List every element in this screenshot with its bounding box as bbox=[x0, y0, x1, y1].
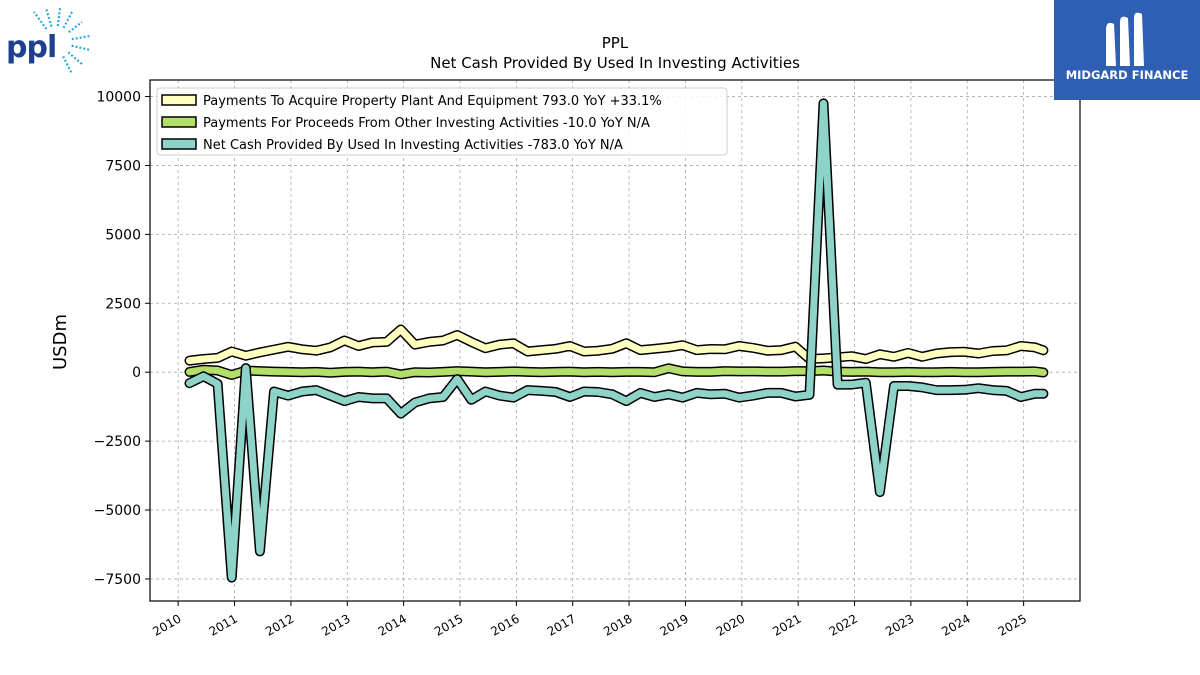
publisher-name: MIDGARD FINANCE bbox=[1065, 68, 1189, 82]
legend-label: Payments To Acquire Property Plant And E… bbox=[203, 94, 662, 109]
series-1 bbox=[184, 363, 1049, 380]
x-tick-label: 2014 bbox=[376, 611, 409, 638]
series-line bbox=[186, 99, 1047, 582]
x-tick-label: 2015 bbox=[432, 611, 465, 638]
x-tick-label: 2024 bbox=[939, 611, 972, 638]
y-tick-label: 0 bbox=[132, 365, 141, 381]
chart-subtitle: Net Cash Provided By Used In Investing A… bbox=[430, 54, 800, 72]
x-tick-label: 2019 bbox=[658, 611, 691, 638]
plot-frame bbox=[149, 79, 1081, 602]
series-0 bbox=[184, 324, 1049, 366]
grid-lines bbox=[150, 80, 1080, 601]
series-line-outline bbox=[184, 98, 1049, 583]
x-tick-label: 2011 bbox=[207, 611, 240, 638]
x-tick-label: 2012 bbox=[263, 611, 296, 638]
legend-swatch bbox=[161, 138, 197, 150]
y-tick-label: −5000 bbox=[94, 503, 141, 519]
y-axis-label: USDm bbox=[50, 314, 71, 370]
y-tick-label: −2500 bbox=[94, 434, 141, 450]
series-2 bbox=[184, 98, 1049, 583]
series-line bbox=[186, 326, 1047, 365]
x-tick-label: 2023 bbox=[883, 611, 916, 638]
series-line bbox=[186, 364, 1047, 379]
x-tick-label: 2020 bbox=[714, 611, 747, 638]
chart-title: PPL bbox=[602, 34, 629, 52]
x-tick-label: 2025 bbox=[996, 611, 1029, 638]
x-tick-label: 2022 bbox=[827, 611, 860, 638]
x-tick-label: 2013 bbox=[319, 611, 352, 638]
midgard-mark-icon bbox=[1106, 12, 1144, 67]
y-tick-label: 7500 bbox=[105, 158, 141, 174]
x-tick-label: 2021 bbox=[770, 611, 803, 638]
x-tick-label: 2017 bbox=[545, 611, 578, 638]
y-tick-label: 10000 bbox=[96, 90, 141, 106]
y-tick-label: 2500 bbox=[105, 296, 141, 312]
sunburst-icon bbox=[33, 7, 91, 75]
midgard-finance-logo: MIDGARD FINANCE bbox=[1054, 0, 1200, 100]
x-tick-label: 2010 bbox=[150, 611, 183, 638]
ppl-logo: ppl bbox=[4, 6, 96, 76]
legend-label: Net Cash Provided By Used In Investing A… bbox=[203, 138, 623, 153]
ppl-logo-text: ppl bbox=[6, 30, 57, 65]
legend-swatch bbox=[161, 94, 197, 106]
x-tick-label: 2018 bbox=[601, 611, 634, 638]
y-tick-label: −7500 bbox=[94, 572, 141, 588]
x-tick-label: 2016 bbox=[488, 611, 521, 638]
y-tick-label: 5000 bbox=[105, 227, 141, 243]
series-lines bbox=[184, 98, 1049, 583]
legend-swatch bbox=[161, 116, 197, 128]
legend-label: Payments For Proceeds From Other Investi… bbox=[203, 116, 650, 131]
legend-box bbox=[156, 87, 728, 156]
legend: Payments To Acquire Property Plant And E… bbox=[156, 87, 728, 156]
